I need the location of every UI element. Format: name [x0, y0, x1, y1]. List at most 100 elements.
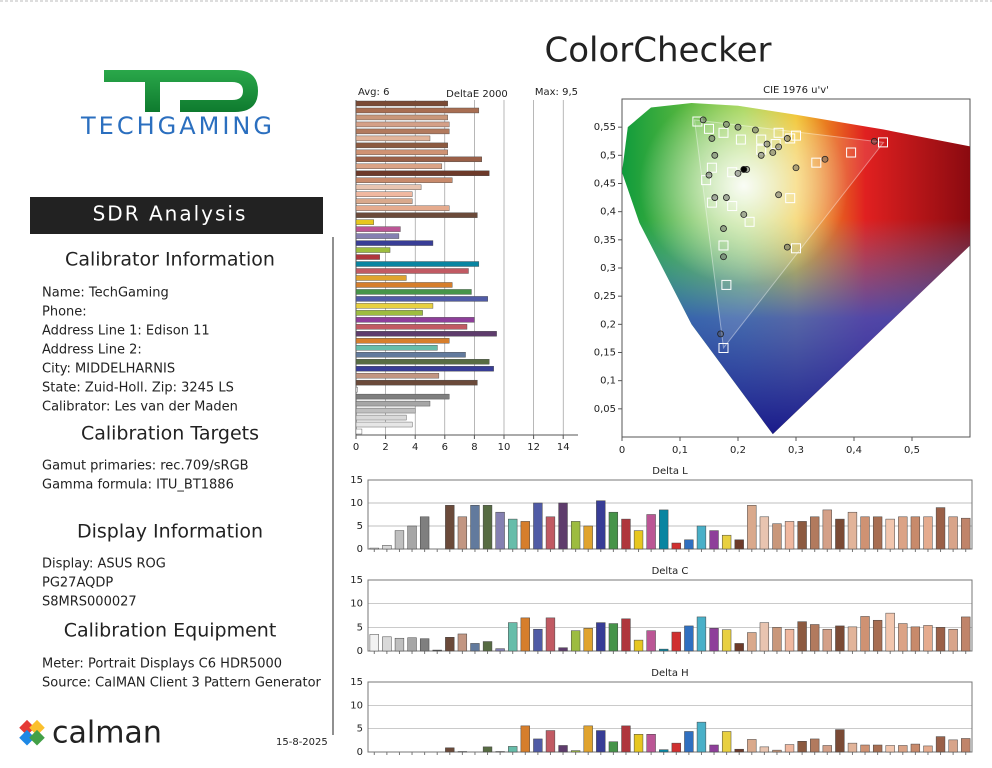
section-band	[30, 197, 323, 234]
bar	[445, 505, 455, 550]
x-tick-label: 14	[557, 442, 570, 453]
bar	[621, 518, 631, 550]
bar	[369, 634, 379, 652]
x-tick-label: 6	[442, 442, 448, 453]
bar	[961, 616, 971, 652]
bar	[470, 505, 480, 550]
info-line: Name: TechGaming	[42, 286, 169, 301]
measured-point	[752, 126, 759, 134]
chart-title: Delta H	[651, 668, 688, 679]
y-tick-label: 0	[357, 544, 363, 555]
bar	[355, 275, 407, 281]
bar	[734, 539, 744, 550]
brand: calman	[52, 716, 162, 751]
chart-title: Delta L	[652, 466, 688, 477]
x-tick-label: 0,1	[672, 445, 688, 456]
bar	[659, 648, 669, 652]
bar	[935, 507, 946, 550]
bar	[394, 637, 405, 652]
bar	[355, 142, 448, 149]
y-tick-label: 0,3	[600, 263, 616, 274]
target-point	[773, 127, 784, 138]
y-tick-label: 0,45	[594, 179, 616, 190]
measured-point	[711, 194, 719, 201]
target-point	[744, 216, 755, 227]
x-tick-label: 0,5	[904, 445, 920, 456]
bar	[482, 505, 493, 550]
x-tick-label: 12	[527, 442, 540, 453]
bar	[369, 547, 379, 550]
target-point	[735, 134, 746, 145]
bar	[355, 414, 407, 421]
bar	[419, 516, 430, 550]
bar	[872, 619, 883, 652]
bar	[355, 359, 490, 365]
target-point	[706, 162, 717, 173]
bar	[355, 296, 488, 302]
bar	[495, 511, 505, 550]
bar	[734, 643, 744, 652]
y-tick-label: 0,35	[594, 235, 616, 246]
chart-title: CIE 1976 u'v'	[763, 85, 829, 96]
bar	[684, 625, 694, 652]
bar	[596, 730, 606, 753]
target-point	[811, 157, 822, 168]
measured-point	[757, 151, 765, 159]
bar	[570, 630, 581, 652]
bar	[355, 149, 448, 156]
bar	[355, 386, 358, 393]
bar	[355, 421, 413, 428]
page-title: ColorChecker	[544, 31, 771, 71]
bar	[633, 734, 644, 753]
bar	[355, 226, 401, 232]
bar	[923, 516, 933, 550]
bar	[355, 268, 469, 274]
logo-text: TECHGAMING	[80, 112, 275, 140]
bar	[382, 636, 392, 652]
bar	[457, 633, 468, 652]
measured-point	[699, 116, 707, 124]
bar	[520, 521, 530, 550]
bar	[860, 616, 870, 652]
info-line: Source: CalMAN Client 3 Pattern Generato…	[42, 676, 322, 691]
bar	[355, 170, 490, 176]
bar	[784, 521, 795, 550]
bar	[355, 254, 380, 260]
target-point	[846, 147, 857, 158]
bar	[835, 729, 845, 753]
bar	[355, 400, 431, 407]
x-tick-label: 8	[471, 442, 477, 453]
bar	[935, 627, 946, 652]
measured-point	[723, 120, 730, 128]
bar	[810, 624, 820, 652]
y-tick-label: 10	[350, 498, 363, 509]
bar	[355, 177, 453, 183]
bar	[608, 511, 619, 550]
info-line: Display: ASUS ROG	[42, 557, 166, 572]
plot-frame	[367, 681, 973, 753]
bar	[558, 745, 568, 753]
measured-point	[720, 253, 727, 261]
y-tick-label: 0,1	[600, 376, 616, 387]
gamut-white	[622, 102, 970, 435]
x-tick-label: 0,4	[846, 445, 862, 456]
bar	[482, 746, 493, 753]
bar	[608, 623, 619, 652]
bar	[847, 742, 858, 753]
measured-point	[740, 211, 748, 218]
bar	[355, 428, 363, 435]
bar	[835, 518, 845, 550]
bar	[810, 738, 820, 753]
section-heading: Calibration Targets	[81, 423, 259, 445]
bar	[784, 744, 795, 753]
bar	[355, 331, 497, 337]
bar	[772, 627, 782, 652]
bar	[355, 289, 472, 295]
target-point	[704, 123, 714, 134]
bar	[558, 647, 568, 652]
bar	[797, 621, 807, 652]
bar	[533, 502, 543, 550]
measured-point	[708, 135, 716, 142]
bar	[646, 734, 656, 753]
target-point	[718, 342, 729, 353]
